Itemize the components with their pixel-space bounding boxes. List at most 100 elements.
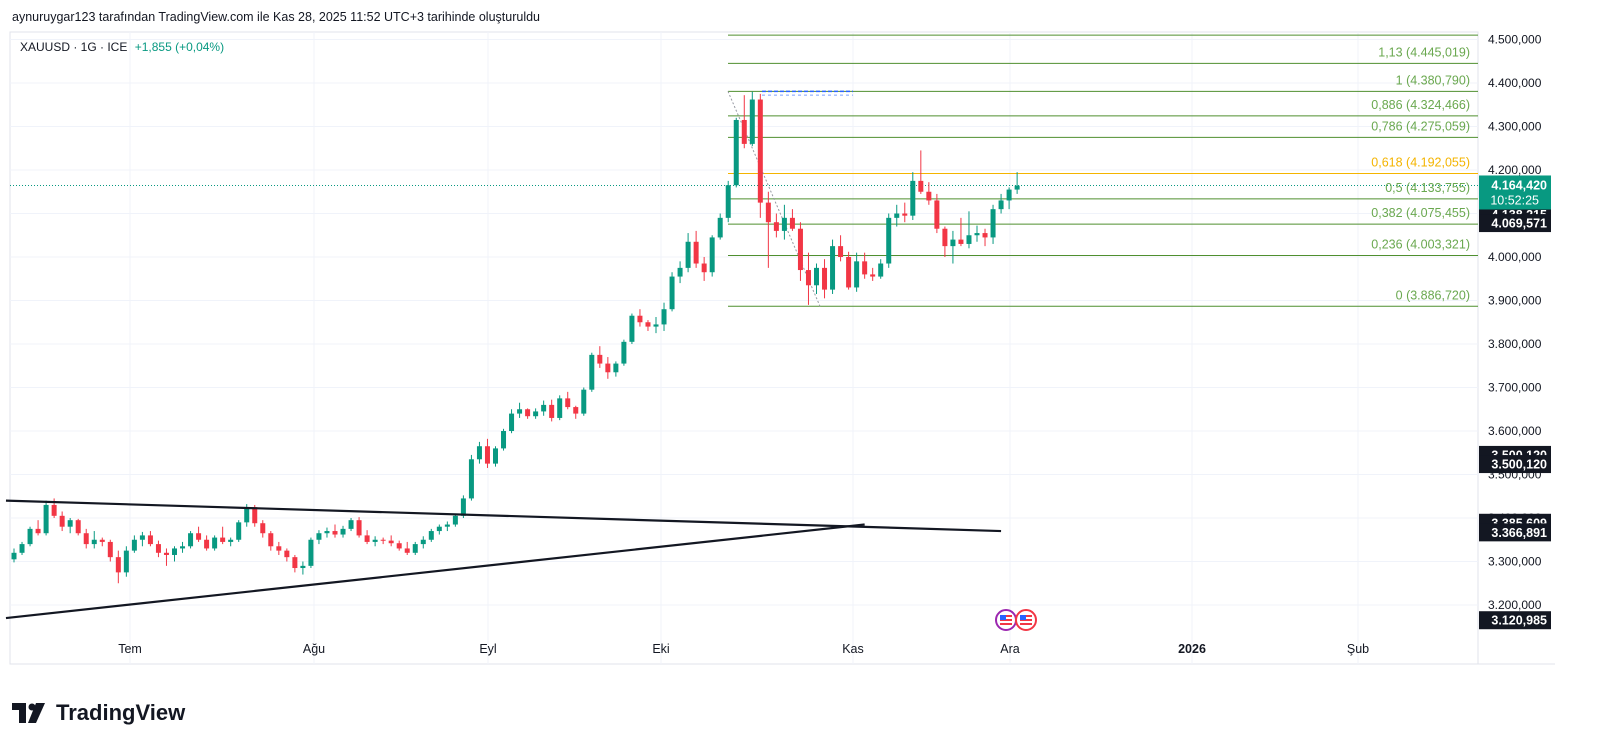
candle[interactable] (276, 541, 282, 555)
candle[interactable] (613, 361, 619, 377)
candle[interactable] (428, 528, 434, 542)
candle[interactable] (878, 259, 884, 279)
candle[interactable] (139, 531, 145, 547)
candle[interactable] (316, 530, 322, 545)
candle[interactable] (115, 550, 121, 584)
candle[interactable] (805, 252, 811, 305)
candle[interactable] (814, 263, 819, 294)
candle[interactable] (950, 230, 956, 264)
candle[interactable] (581, 387, 587, 416)
candle[interactable] (934, 193, 940, 234)
candle[interactable] (484, 438, 490, 468)
candle[interactable] (163, 548, 169, 566)
candle[interactable] (822, 259, 828, 299)
candle[interactable] (653, 317, 659, 334)
candle[interactable] (685, 233, 691, 273)
candle[interactable] (220, 526, 226, 545)
candle[interactable] (958, 217, 964, 247)
candle[interactable] (982, 228, 988, 247)
candle[interactable] (629, 313, 635, 344)
candle[interactable] (669, 272, 675, 312)
candle[interactable] (541, 400, 547, 416)
candle[interactable] (300, 561, 306, 575)
candle[interactable] (356, 517, 362, 538)
candle[interactable] (789, 209, 795, 231)
trendlines[interactable] (5, 499, 1002, 620)
candle[interactable] (781, 204, 787, 240)
candle[interactable] (749, 91, 755, 147)
candle[interactable] (348, 518, 354, 532)
candle[interactable] (91, 531, 97, 549)
trendline-upper[interactable] (5, 499, 1002, 533)
symbol-legend[interactable]: XAUUSD · 1G · ICE +1,855 (+0,04%) (20, 40, 224, 54)
candle[interactable] (597, 346, 603, 368)
candle[interactable] (340, 525, 346, 538)
candle[interactable] (645, 320, 651, 331)
candle[interactable] (757, 93, 763, 218)
candle[interactable] (436, 524, 442, 535)
candle[interactable] (476, 441, 482, 464)
candle[interactable] (27, 526, 33, 547)
candle[interactable] (292, 554, 298, 573)
trendline-lower[interactable] (5, 523, 865, 620)
candle[interactable] (444, 521, 450, 532)
candle[interactable] (926, 182, 932, 205)
fibonacci-retracement[interactable]: 1,13 (4.445,019) 1 (4.380,790) 0,886 (4.32… (727, 34, 1478, 307)
economic-events[interactable] (995, 609, 1037, 631)
candle[interactable] (709, 235, 715, 277)
candle[interactable] (894, 204, 900, 227)
candle[interactable] (765, 191, 771, 268)
candle[interactable] (59, 511, 65, 532)
candle[interactable] (260, 520, 266, 538)
candle[interactable] (228, 537, 234, 547)
candle[interactable] (637, 309, 643, 327)
candle[interactable] (412, 541, 418, 555)
candle[interactable] (910, 172, 916, 221)
candle[interactable] (902, 202, 908, 223)
symbol-name[interactable]: XAUUSD · 1G · ICE (20, 40, 128, 54)
candle[interactable] (324, 527, 330, 538)
candle[interactable] (452, 513, 458, 527)
candle[interactable] (396, 540, 402, 551)
candle[interactable] (1006, 187, 1012, 210)
candle[interactable] (741, 95, 747, 149)
candle[interactable] (797, 222, 803, 281)
candle[interactable] (308, 537, 314, 569)
candle[interactable] (830, 239, 836, 294)
candle[interactable] (733, 117, 739, 188)
candle[interactable] (990, 204, 996, 244)
candle[interactable] (677, 261, 683, 284)
candle[interactable] (693, 230, 699, 268)
candlestick-series[interactable] (11, 91, 1020, 584)
candle[interactable] (180, 541, 186, 553)
candle[interactable] (99, 537, 105, 547)
candle[interactable] (565, 391, 571, 410)
candle[interactable] (35, 520, 41, 536)
candle[interactable] (468, 454, 474, 501)
candle[interactable] (43, 500, 49, 536)
candle[interactable] (404, 541, 410, 555)
candle[interactable] (493, 446, 498, 467)
candle[interactable] (862, 252, 868, 279)
candle[interactable] (155, 540, 161, 558)
candle[interactable] (388, 535, 394, 547)
candle[interactable] (854, 252, 860, 292)
candle[interactable] (380, 537, 386, 545)
us-flag-event-icon[interactable] (1015, 609, 1037, 631)
candle[interactable] (717, 213, 723, 240)
us-flag-event-icon[interactable] (995, 609, 1017, 631)
candle[interactable] (998, 193, 1004, 214)
candle[interactable] (573, 405, 579, 419)
candle[interactable] (605, 357, 611, 379)
candle[interactable] (131, 535, 137, 553)
candle[interactable] (147, 531, 153, 547)
candle[interactable] (661, 302, 667, 331)
candle[interactable] (942, 226, 948, 257)
candle[interactable] (974, 225, 980, 242)
candle[interactable] (172, 546, 177, 562)
candle[interactable] (846, 251, 852, 290)
candle[interactable] (332, 524, 338, 538)
candle[interactable] (372, 536, 378, 547)
candle[interactable] (886, 213, 892, 268)
